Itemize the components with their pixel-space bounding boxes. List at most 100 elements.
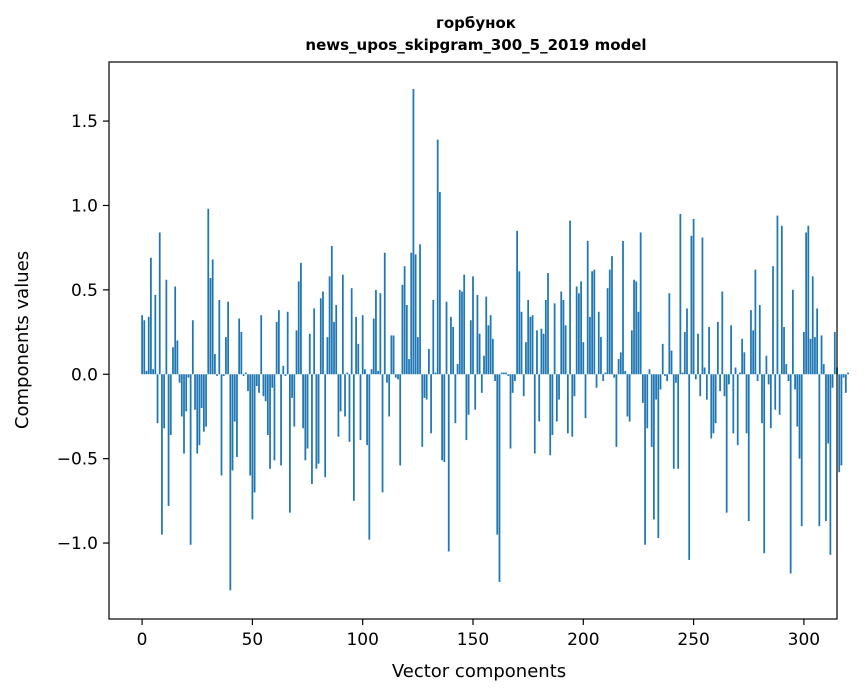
bar-297	[796, 374, 799, 427]
bar-196	[573, 374, 576, 397]
bar-124	[414, 254, 417, 375]
bar-248	[688, 374, 691, 560]
bar-225	[637, 311, 640, 375]
bar-8	[158, 232, 161, 375]
bar-281	[761, 374, 763, 424]
bar-108	[379, 293, 382, 375]
bar-257	[708, 326, 710, 375]
bar-269	[734, 367, 737, 375]
bar-11	[165, 279, 168, 375]
bar-63	[280, 374, 282, 466]
bar-0	[141, 315, 143, 375]
bar-33	[214, 354, 216, 375]
bar-302	[807, 225, 810, 375]
bar-203	[589, 316, 591, 375]
bar-18	[180, 374, 183, 417]
bar-167	[509, 374, 512, 449]
bar-256	[705, 374, 708, 400]
bar-144	[458, 289, 461, 375]
bar-307	[818, 374, 821, 527]
bar-238	[666, 374, 669, 382]
bar-279	[756, 374, 759, 382]
bar-264	[723, 374, 726, 397]
bar-294	[789, 374, 792, 574]
bar-215	[615, 374, 618, 447]
bar-142	[454, 374, 457, 424]
bar-116	[397, 374, 399, 380]
bar-171	[518, 271, 521, 375]
bar-276	[750, 310, 752, 375]
bar-54	[260, 315, 263, 375]
bar-91	[341, 274, 344, 375]
x-axis-label: Vector components	[392, 661, 566, 682]
bar-77	[311, 374, 313, 484]
bar-231	[650, 374, 653, 447]
bar-25	[196, 374, 199, 454]
bar-13	[169, 374, 172, 436]
bar-212	[608, 269, 611, 375]
bar-240	[670, 350, 673, 375]
bar-7	[156, 374, 159, 424]
bar-58	[269, 374, 271, 469]
bar-242	[675, 374, 677, 383]
y-tick-label-5: 1.5	[71, 112, 98, 132]
bar-201	[584, 374, 587, 419]
bar-21	[187, 374, 190, 378]
bar-176	[529, 316, 532, 375]
bar-10	[163, 374, 166, 429]
bar-318	[842, 374, 845, 378]
bar-188	[555, 374, 558, 422]
bar-130	[427, 348, 430, 375]
bar-152	[476, 294, 479, 375]
bar-221	[628, 374, 631, 422]
bar-68	[291, 374, 293, 398]
bar-88	[335, 305, 338, 375]
bar-16	[176, 340, 179, 375]
bar-139	[447, 374, 450, 552]
bar-191	[562, 299, 565, 375]
bar-174	[525, 342, 527, 375]
bar-181	[540, 328, 543, 375]
x-tick-label-250: 250	[677, 630, 709, 650]
bar-320	[847, 372, 849, 375]
bar-304	[811, 276, 814, 375]
bar-97	[355, 316, 357, 375]
bar-160	[494, 374, 496, 382]
bar-100	[361, 315, 364, 375]
bar-290	[780, 225, 783, 375]
bar-72	[300, 262, 302, 375]
bar-156	[485, 296, 488, 375]
bar-184	[547, 272, 549, 375]
bar-259	[712, 374, 715, 434]
bar-2	[145, 370, 148, 375]
bar-119	[403, 266, 406, 375]
bar-43	[236, 374, 238, 457]
bar-79	[315, 374, 318, 469]
bar-179	[536, 330, 538, 375]
bar-187	[553, 303, 556, 375]
bar-314	[833, 332, 836, 375]
bar-278	[754, 269, 757, 375]
y-tick-label-2: 0.0	[71, 365, 98, 385]
x-tick-label-200: 200	[567, 630, 599, 650]
bar-24	[194, 374, 196, 410]
bar-57	[266, 374, 269, 436]
bar-166	[507, 374, 510, 376]
bar-172	[520, 311, 523, 375]
bar-73	[302, 374, 305, 429]
bar-186	[551, 374, 554, 436]
bar-312	[829, 374, 832, 555]
bar-34	[216, 374, 218, 376]
bar-136	[441, 374, 443, 461]
bar-255	[703, 367, 706, 375]
bar-311	[827, 374, 830, 444]
bar-228	[644, 374, 646, 545]
bar-22	[189, 374, 192, 545]
bar-49	[249, 374, 252, 476]
bar-113	[390, 335, 393, 375]
bar-229	[646, 374, 649, 429]
bar-284	[767, 374, 770, 385]
bar-141	[452, 326, 455, 375]
bar-92	[344, 374, 346, 417]
bar-39	[227, 301, 230, 375]
